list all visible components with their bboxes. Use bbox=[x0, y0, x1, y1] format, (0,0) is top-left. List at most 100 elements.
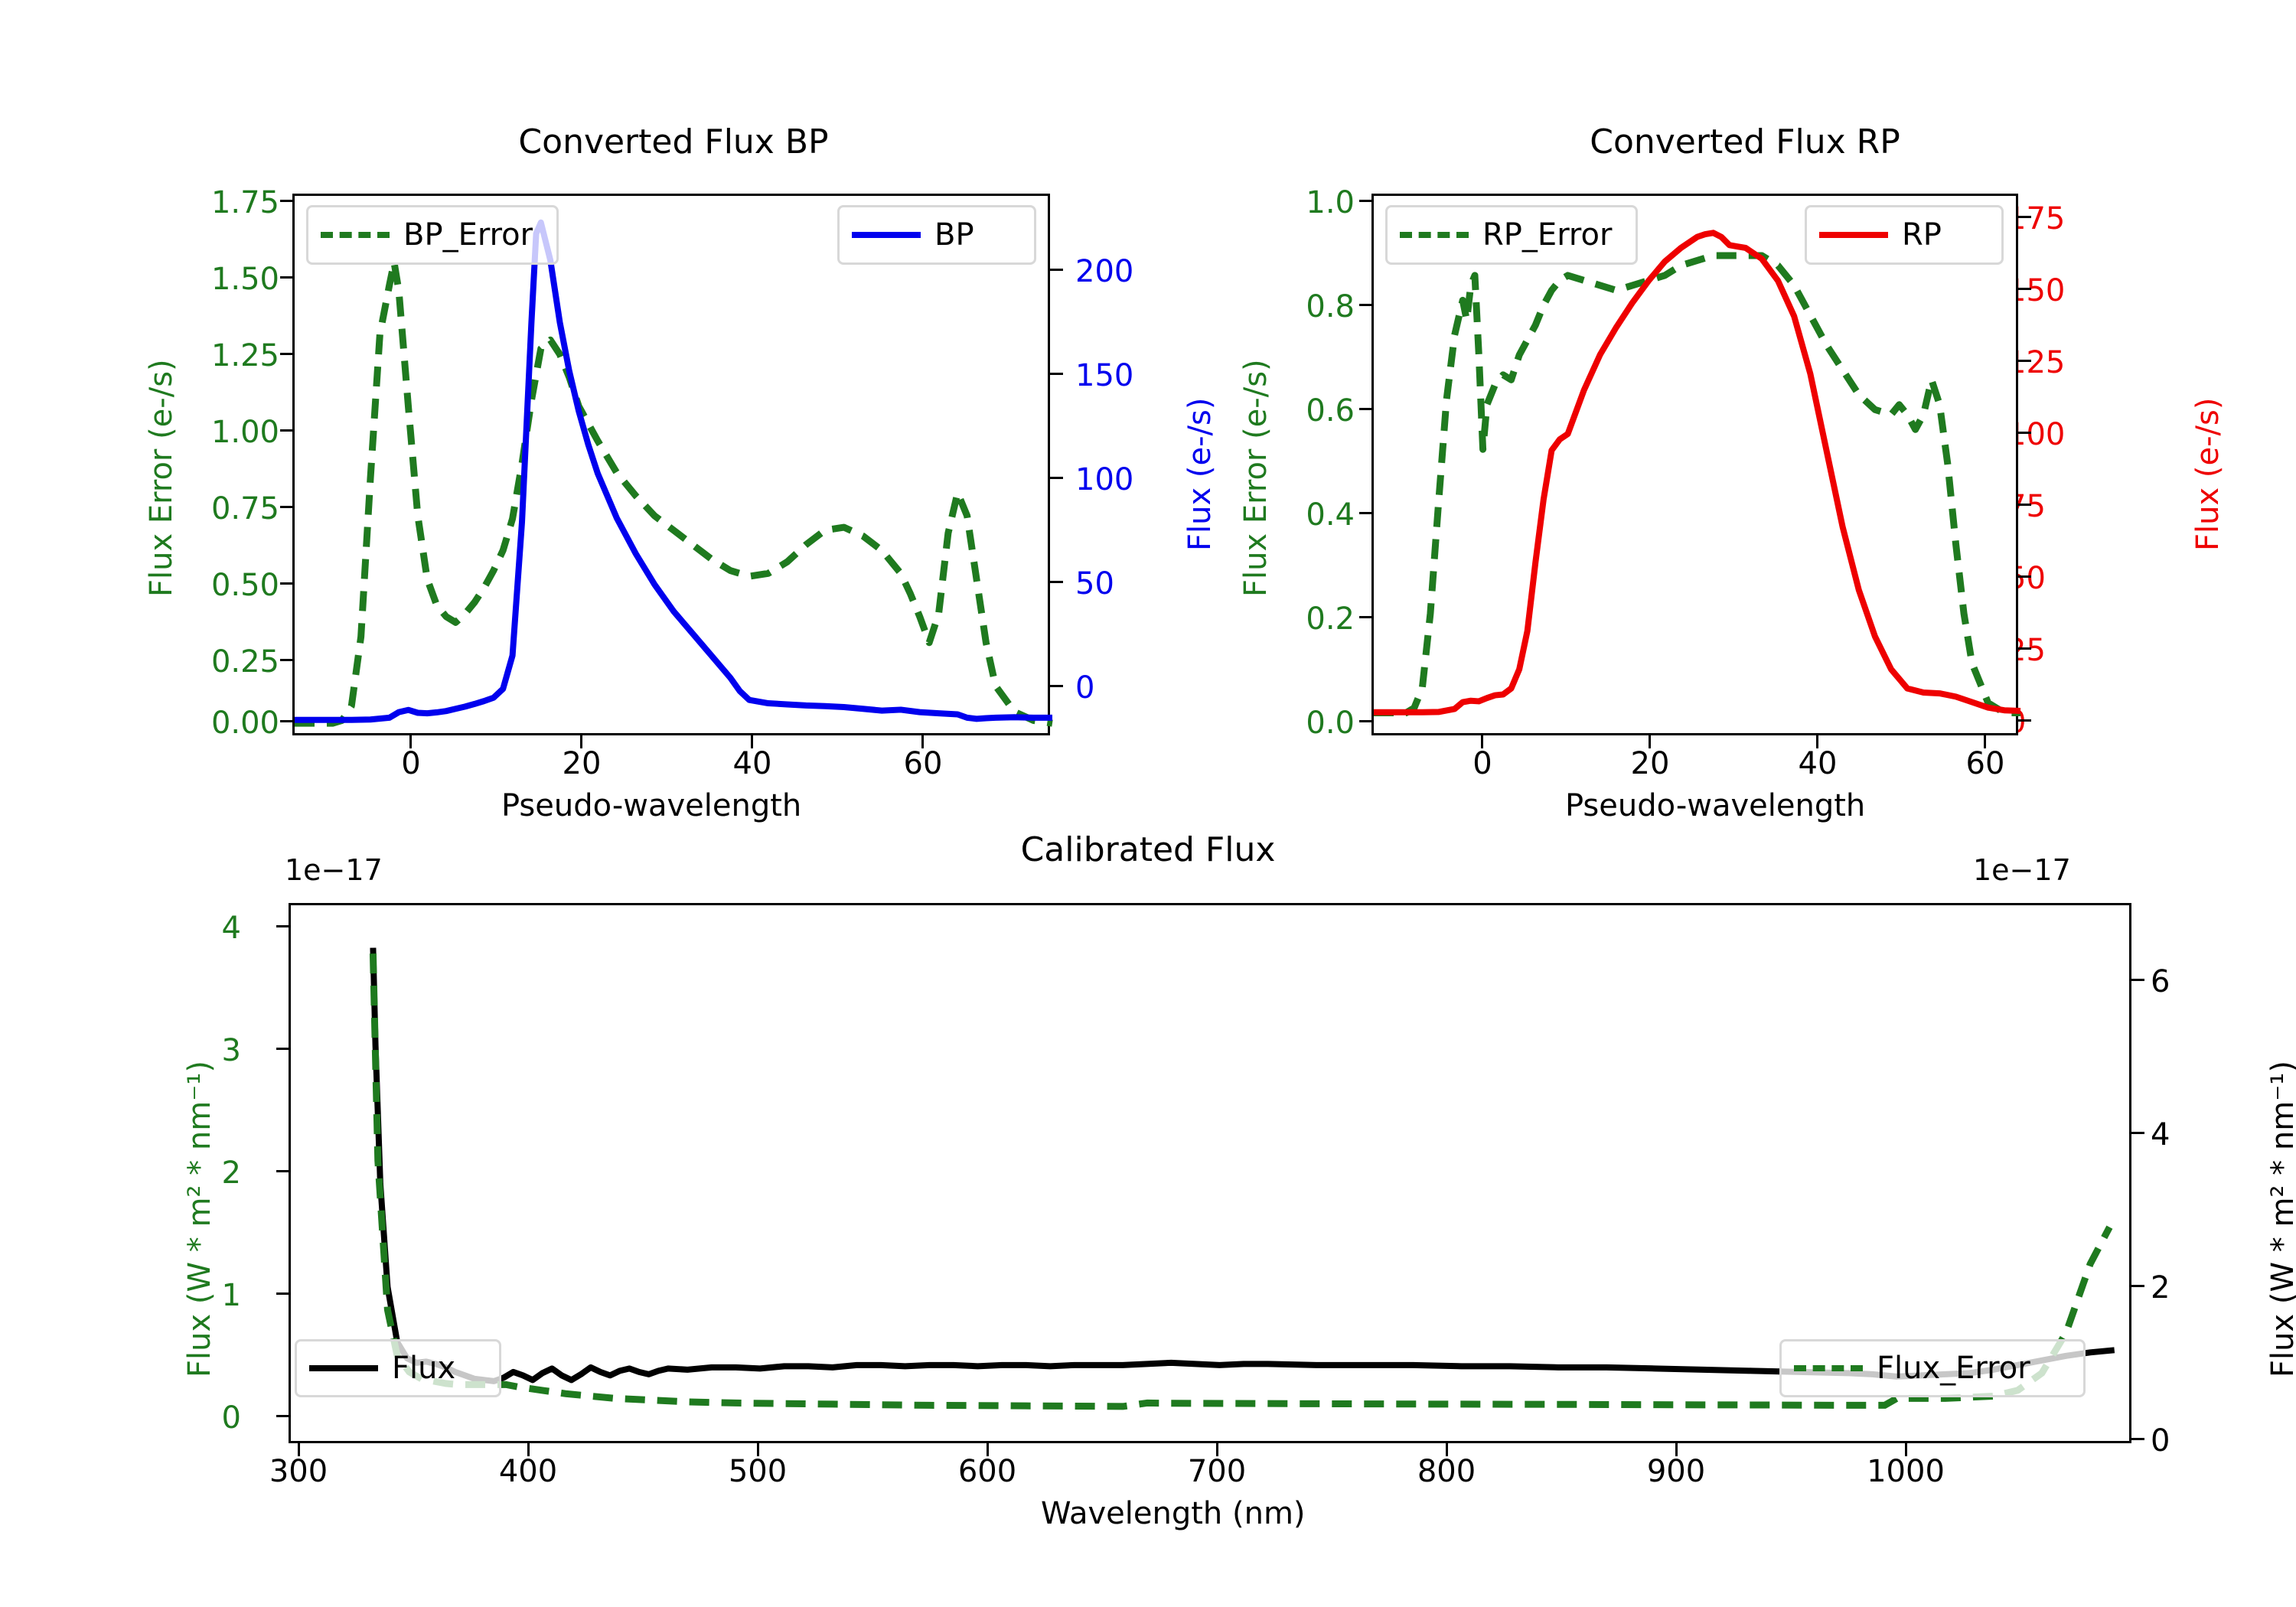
bp-ytick-right-150: 150 bbox=[1075, 358, 1134, 393]
bp-ytick-left-1.75: 1.75 bbox=[210, 185, 279, 220]
cal-tick-left-2 bbox=[276, 1170, 289, 1172]
cal-tick-left-0 bbox=[276, 1415, 289, 1417]
bp-xaxis-label: Pseudo-wavelength bbox=[501, 788, 802, 823]
bp-legend-error[interactable]: BP_Error bbox=[306, 205, 559, 265]
flux-error-line-sample bbox=[1794, 1365, 1863, 1371]
series-bp bbox=[295, 219, 1052, 723]
cal-tick-right-6 bbox=[2131, 979, 2144, 981]
cal-tick-right-0 bbox=[2131, 1438, 2144, 1440]
bp-ytick-left-0.75: 0.75 bbox=[210, 491, 279, 526]
rp-curves bbox=[1374, 230, 2021, 717]
rp-xtick-20: 20 bbox=[1630, 746, 1670, 781]
bp-xtick-0: 0 bbox=[401, 746, 421, 781]
cal-xtick-500: 500 bbox=[728, 1454, 788, 1489]
cal-ytick-right-4: 4 bbox=[2151, 1117, 2170, 1152]
cal-ytick-right-2: 2 bbox=[2151, 1270, 2170, 1305]
rp-ytick-left-0.6: 0.6 bbox=[1306, 393, 1355, 429]
rp-tick-left-3 bbox=[1359, 408, 1372, 410]
cal-ytick-left-2: 2 bbox=[221, 1156, 241, 1191]
rp-legend-rp[interactable]: RP bbox=[1805, 205, 2004, 265]
rp-tick-bottom-40 bbox=[1816, 735, 1818, 748]
rp-tick-right-7 bbox=[2018, 216, 2031, 218]
cal-ytick-left-4: 4 bbox=[221, 911, 241, 946]
bp-curves bbox=[295, 219, 1053, 727]
rp-xtick-0: 0 bbox=[1473, 746, 1492, 781]
rp-tick-left-1 bbox=[1359, 616, 1372, 618]
bp-ytick-right-50: 50 bbox=[1075, 566, 1114, 601]
bp-tick-bottom-0 bbox=[409, 735, 412, 748]
rp-legend-rp-label: RP bbox=[1902, 217, 1942, 253]
calibrated-legend-flux[interactable]: Flux bbox=[295, 1339, 501, 1397]
calibrated-legend-flux-error[interactable]: Flux_Error bbox=[1779, 1339, 2086, 1397]
cal-ytick-left-0: 0 bbox=[221, 1400, 241, 1436]
rp-xtick-40: 40 bbox=[1798, 746, 1838, 781]
cal-xtick-400: 400 bbox=[498, 1454, 558, 1489]
bp-tick-left-6 bbox=[280, 276, 293, 279]
cal-xaxis-label: Wavelength (nm) bbox=[1041, 1496, 1306, 1531]
calibrated-legend-flux-error-label: Flux_Error bbox=[1877, 1351, 2030, 1386]
bp-tick-right-2 bbox=[1050, 477, 1063, 479]
bp-legend-bp[interactable]: BP bbox=[837, 205, 1036, 265]
bp-ytick-left-1.25: 1.25 bbox=[210, 338, 279, 373]
rp-tick-left-5 bbox=[1359, 200, 1372, 202]
bp-xtick-40: 40 bbox=[732, 746, 772, 781]
bp-legend-bp-label: BP bbox=[934, 217, 974, 253]
rp-tick-bottom-60 bbox=[1984, 735, 1986, 748]
rp-xaxis-label: Pseudo-wavelength bbox=[1565, 788, 1866, 823]
rp-tick-right-6 bbox=[2018, 288, 2031, 290]
bp-tick-bottom-60 bbox=[921, 735, 924, 748]
cal-tick-left-3 bbox=[276, 1048, 289, 1050]
bp-legend-error-label: BP_Error bbox=[403, 217, 533, 253]
rp-legend-error[interactable]: RP_Error bbox=[1385, 205, 1638, 265]
bp-tick-left-1 bbox=[280, 659, 293, 661]
bp-tick-left-4 bbox=[280, 429, 293, 432]
cal-xtick-1000: 1000 bbox=[1867, 1454, 1945, 1489]
cal-xtick-700: 700 bbox=[1187, 1454, 1247, 1489]
rp-ytick-left-0.2: 0.2 bbox=[1306, 601, 1355, 637]
rp-yaxis-right-label: Flux (e-/s) bbox=[2190, 397, 2226, 551]
bp-ytick-right-200: 200 bbox=[1075, 254, 1134, 289]
rp-tick-left-2 bbox=[1359, 512, 1372, 514]
bp-tick-right-4 bbox=[1050, 269, 1063, 271]
cal-tick-bottom-500 bbox=[757, 1443, 759, 1456]
bp-tick-bottom-40 bbox=[751, 735, 753, 748]
rp-tick-right-0 bbox=[2018, 719, 2031, 722]
series-flux bbox=[370, 947, 2115, 1384]
rp-tick-right-5 bbox=[2018, 360, 2031, 362]
bp-tick-left-2 bbox=[280, 582, 293, 585]
bp-error-line-sample bbox=[321, 232, 390, 238]
cal-tick-bottom-600 bbox=[987, 1443, 989, 1456]
rp-tick-right-4 bbox=[2018, 432, 2031, 434]
rp-ytick-left-0.0: 0.0 bbox=[1306, 706, 1355, 741]
flux-line-sample bbox=[309, 1365, 378, 1371]
rp-legend-error-label: RP_Error bbox=[1482, 217, 1613, 253]
calibrated-left-offset-text: 1e−17 bbox=[285, 853, 383, 887]
rp-error-line-sample bbox=[1400, 232, 1469, 238]
bp-tick-right-3 bbox=[1050, 373, 1063, 375]
calibrated-right-offset-text: 1e−17 bbox=[1973, 853, 2071, 887]
bp-tick-right-0 bbox=[1050, 685, 1063, 687]
bp-panel-title: Converted Flux BP bbox=[518, 122, 829, 161]
cal-tick-bottom-900 bbox=[1675, 1443, 1678, 1456]
bp-ytick-right-0: 0 bbox=[1075, 670, 1095, 706]
cal-tick-bottom-1000 bbox=[1905, 1443, 1907, 1456]
cal-ytick-left-1: 1 bbox=[221, 1278, 241, 1313]
series-rp bbox=[1374, 230, 2021, 715]
rp-tick-left-4 bbox=[1359, 304, 1372, 306]
bp-tick-left-3 bbox=[280, 506, 293, 508]
series-bp-error bbox=[295, 259, 1053, 727]
cal-tick-right-4 bbox=[2131, 1132, 2144, 1134]
bp-yaxis-right-label: Flux (e-/s) bbox=[1182, 397, 1218, 551]
bp-ytick-left-1.00: 1.00 bbox=[210, 415, 279, 450]
rp-panel-title: Converted Flux RP bbox=[1590, 122, 1900, 161]
cal-tick-right-2 bbox=[2131, 1285, 2144, 1287]
rp-tick-bottom-0 bbox=[1481, 735, 1483, 748]
bp-axes-frame bbox=[292, 194, 1053, 735]
bp-ytick-left-0.00: 0.00 bbox=[210, 706, 279, 741]
cal-tick-bottom-800 bbox=[1446, 1443, 1448, 1456]
cal-tick-bottom-300 bbox=[298, 1443, 300, 1456]
cal-ytick-left-3: 3 bbox=[221, 1033, 241, 1068]
rp-ytick-left-1.0: 1.0 bbox=[1306, 185, 1355, 220]
cal-tick-left-1 bbox=[276, 1292, 289, 1295]
